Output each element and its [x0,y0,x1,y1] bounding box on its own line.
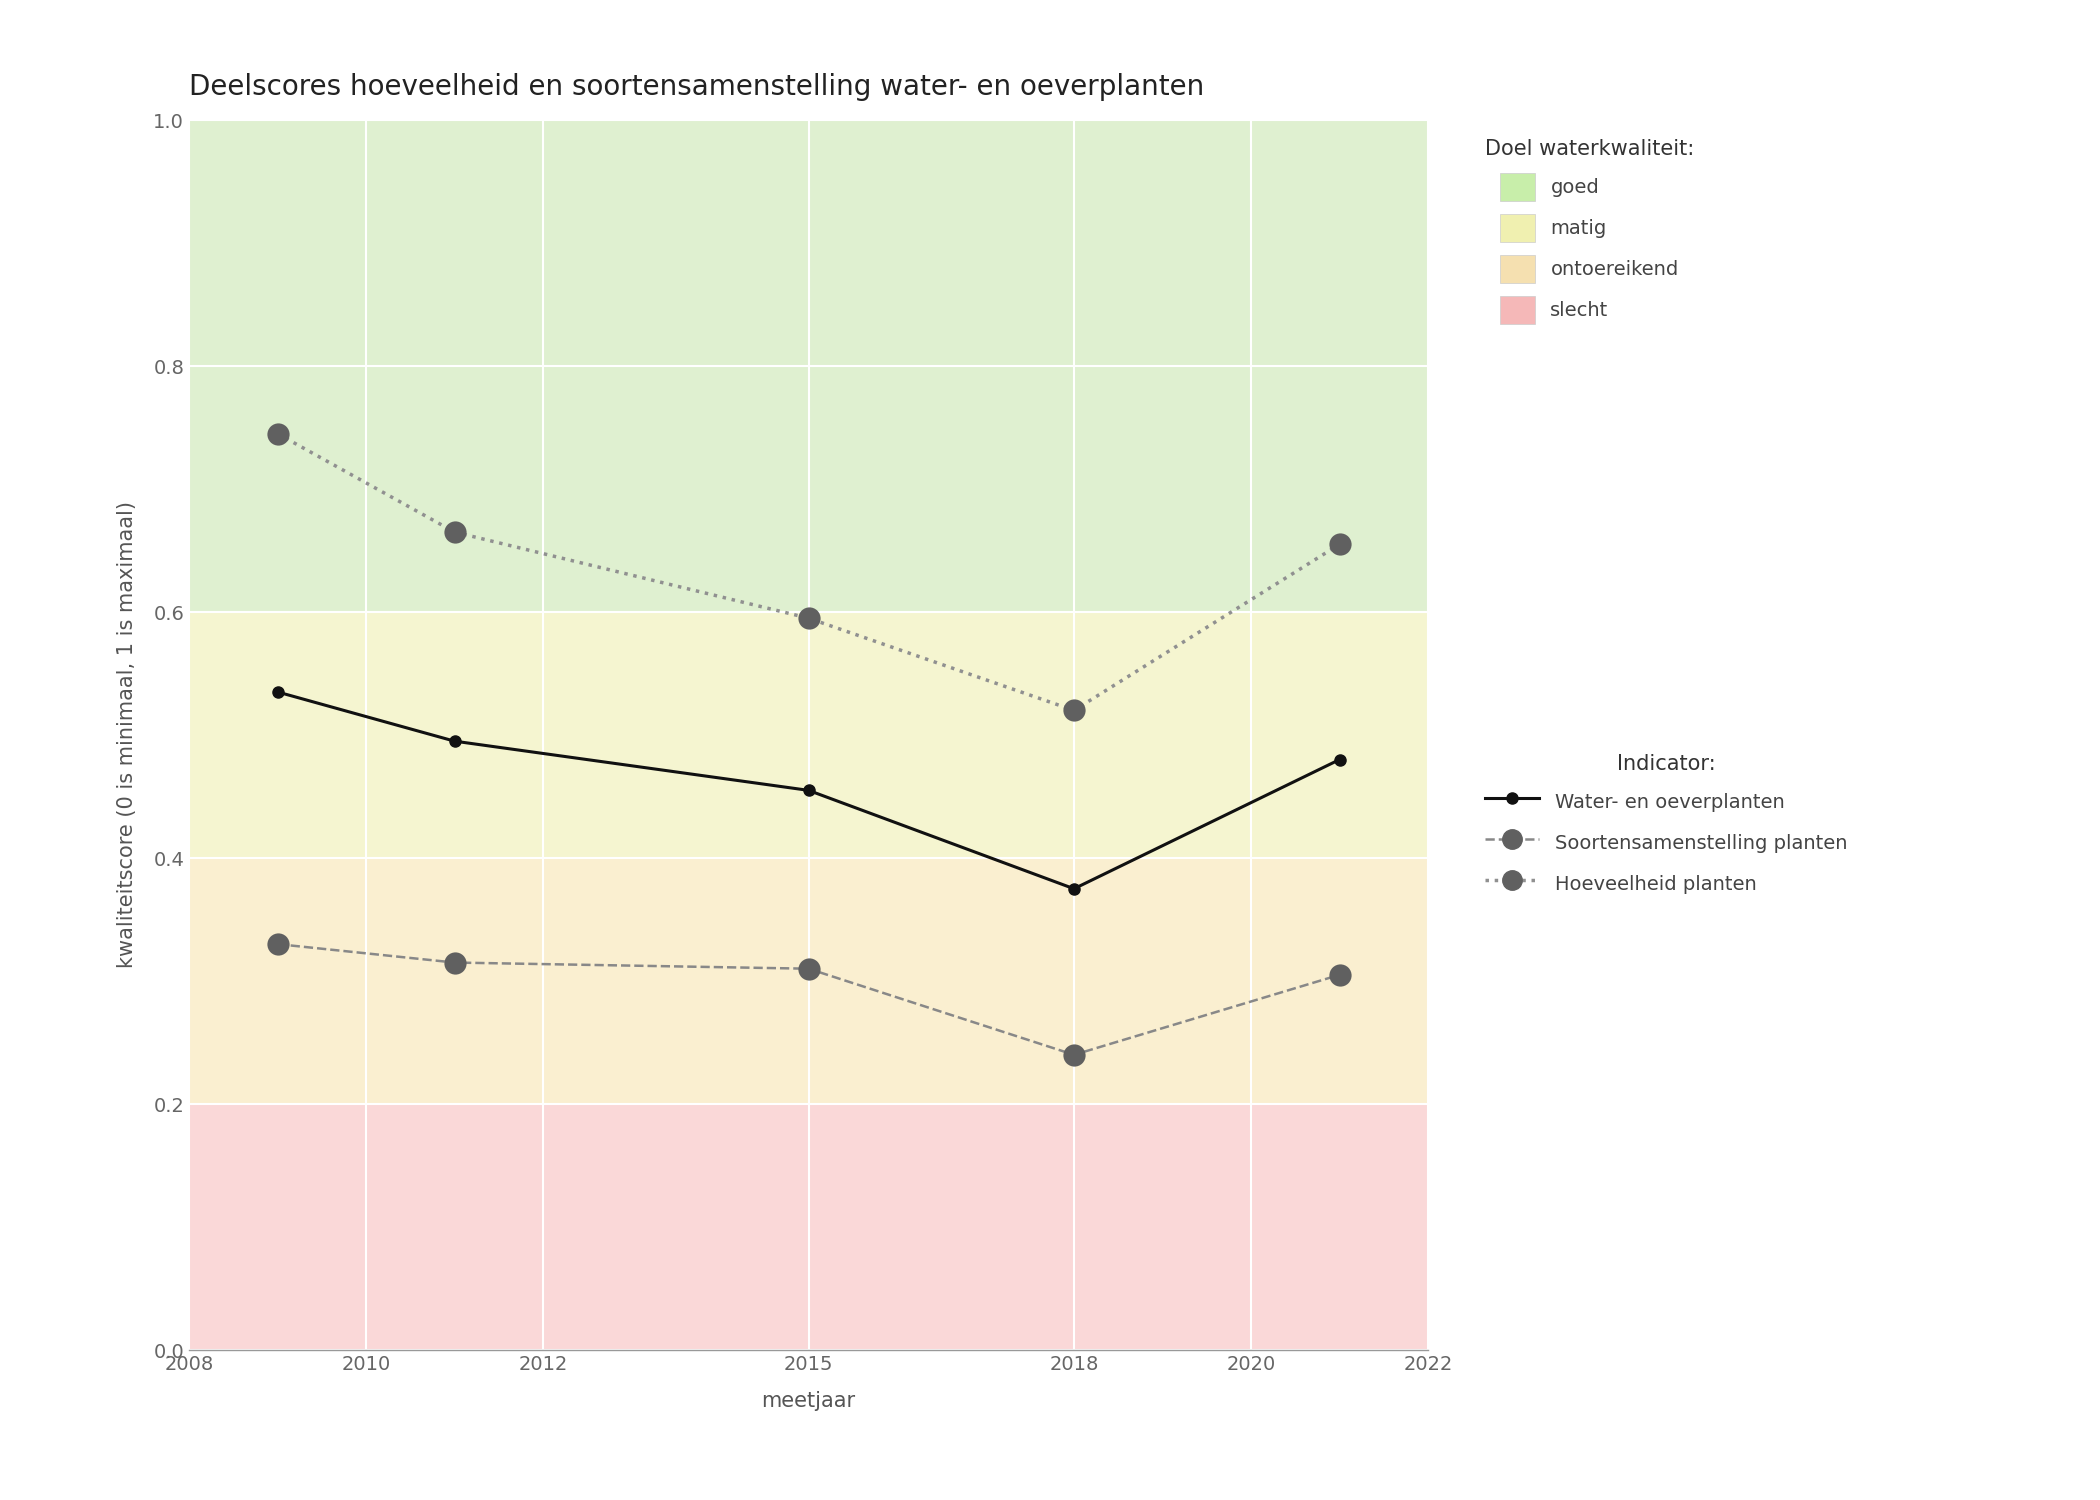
Legend: Water- en oeverplanten, Soortensamenstelling planten, Hoeveelheid planten: Water- en oeverplanten, Soortensamenstel… [1474,744,1856,908]
Y-axis label: kwaliteitscore (0 is minimaal, 1 is maximaal): kwaliteitscore (0 is minimaal, 1 is maxi… [118,501,136,969]
Bar [189,120,1428,612]
Bar [189,1104,1428,1350]
Text: Deelscores hoeveelheid en soortensamenstelling water- en oeverplanten: Deelscores hoeveelheid en soortensamenst… [189,74,1203,100]
Bar [189,612,1428,858]
X-axis label: meetjaar: meetjaar [762,1390,855,1410]
Bar [189,858,1428,1104]
